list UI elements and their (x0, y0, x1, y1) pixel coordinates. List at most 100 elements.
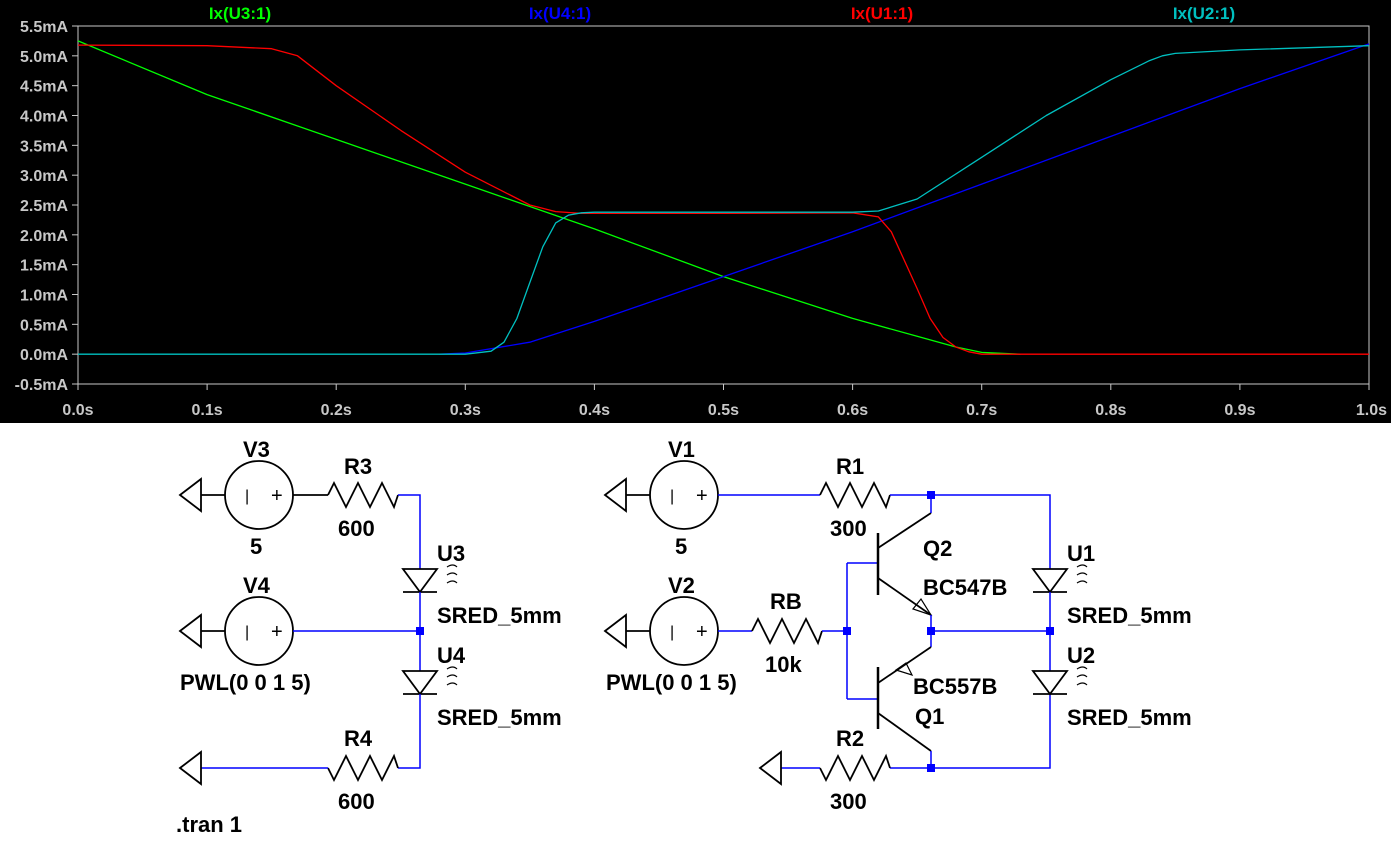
legend-ix-u4-1[interactable]: Ix(U4:1) (529, 4, 591, 23)
r4-value: 600 (338, 789, 375, 814)
u4-model: SRED_5mm (437, 705, 562, 730)
r3-value: 600 (338, 516, 375, 541)
u3-led[interactable] (401, 564, 458, 594)
x-tick-label: 1.0s (1356, 402, 1387, 419)
plot-frame (77, 25, 1370, 385)
q1-label: Q1 (915, 704, 944, 729)
axis-ticks: -0.5mA 0.0mA 0.5mA 1.0mA 1.5mA 2.0mA 2.5mA 3.0m… (15, 19, 1387, 419)
v1-source[interactable]: | + (649, 460, 719, 530)
y-tick-label: 2.5mA (20, 198, 68, 215)
rb-value: 10k (765, 652, 802, 677)
minus-glyph: | (670, 488, 674, 505)
minus-glyph: | (670, 624, 674, 641)
v3-source[interactable]: | + (224, 460, 294, 530)
y-tick-label: 3.0mA (20, 168, 68, 185)
v4-label: V4 (243, 573, 271, 598)
plus-glyph: + (696, 621, 708, 643)
y-tick-label: 3.5mA (20, 138, 68, 155)
tran-directive[interactable]: .tran 1 (176, 812, 242, 837)
u3-model: SRED_5mm (437, 603, 562, 628)
y-tick-label: 4.0mA (20, 109, 68, 126)
v3-label: V3 (243, 437, 270, 462)
rb-resistor[interactable] (751, 616, 823, 646)
trace-ix-u1-1[interactable] (77, 44, 1369, 355)
x-tick-label: 0.7s (966, 402, 997, 419)
r1-value: 300 (830, 516, 867, 541)
q1-model: BC557B (913, 674, 997, 699)
plot-grid (77, 25, 1370, 385)
q1-transistor[interactable] (876, 646, 932, 752)
x-tick-label: 0.9s (1224, 402, 1255, 419)
v1-label: V1 (668, 437, 695, 462)
u4-led[interactable] (401, 666, 458, 696)
ground-v2 (603, 613, 650, 649)
u2-model: SRED_5mm (1067, 705, 1192, 730)
v2-value: PWL(0 0 1 5) (606, 670, 737, 695)
q2-label: Q2 (923, 536, 952, 561)
trace-ix-u3-1[interactable] (77, 40, 1021, 355)
r4-resistor[interactable] (327, 753, 399, 783)
y-tick-label: 0.0mA (20, 347, 68, 364)
r1-label: R1 (836, 454, 864, 479)
schematic-editor[interactable]: | + V3 5 R3 600 U3 SRED_5mm | + V4 PWL(0… (0, 423, 1391, 844)
v2-label: V2 (668, 573, 695, 598)
trace-layer (77, 40, 1370, 355)
v1-value: 5 (675, 534, 687, 559)
u2-led[interactable] (1031, 666, 1088, 696)
y-tick-label: 0.5mA (20, 317, 68, 334)
minus-glyph: | (245, 488, 249, 505)
r3-resistor[interactable] (327, 480, 399, 510)
y-tick-label: 4.5mA (20, 79, 68, 96)
x-tick-label: 0.8s (1095, 402, 1126, 419)
r2-resistor[interactable] (819, 753, 891, 783)
trace-ix-u4-1[interactable] (439, 43, 1370, 355)
minus-glyph: | (245, 624, 249, 641)
u2-label: U2 (1067, 643, 1095, 668)
v3-value: 5 (250, 534, 262, 559)
legend-ix-u2-1[interactable]: Ix(U2:1) (1173, 4, 1235, 23)
y-tick-label: 5.0mA (20, 49, 68, 66)
ground-v3 (178, 477, 225, 513)
x-tick-label: 0.3s (450, 402, 481, 419)
waveform-plot[interactable]: -0.5mA 0.0mA 0.5mA 1.0mA 1.5mA 2.0mA 2.5mA 3.0m… (0, 0, 1391, 423)
r4-label: R4 (344, 726, 373, 751)
ground-r4 (178, 750, 202, 786)
plus-glyph: + (271, 485, 283, 507)
y-tick-label: 5.5mA (20, 19, 68, 36)
x-tick-label: 0.0s (62, 402, 93, 419)
r1-resistor[interactable] (819, 480, 891, 510)
trace-ix-u2-1[interactable] (78, 45, 1370, 355)
plus-glyph: + (696, 485, 708, 507)
u1-led[interactable] (1031, 564, 1088, 594)
v2-source[interactable]: | + (649, 596, 719, 666)
r2-value: 300 (830, 789, 867, 814)
v4-source[interactable]: | + (224, 596, 294, 666)
y-tick-label: -0.5mA (15, 377, 69, 394)
x-tick-label: 0.6s (837, 402, 868, 419)
waveform-viewer[interactable]: -0.5mA 0.0mA 0.5mA 1.0mA 1.5mA 2.0mA 2.5mA 3.0m… (0, 0, 1391, 423)
x-tick-label: 0.5s (708, 402, 739, 419)
ground-v1 (603, 477, 650, 513)
y-tick-label: 1.5mA (20, 258, 68, 275)
u1-model: SRED_5mm (1067, 603, 1192, 628)
ground-v4 (178, 613, 225, 649)
u1-label: U1 (1067, 541, 1095, 566)
x-tick-label: 0.2s (321, 402, 352, 419)
y-tick-label: 2.0mA (20, 228, 68, 245)
ground-r2 (758, 750, 782, 786)
x-tick-label: 0.1s (192, 402, 223, 419)
trace-legend[interactable]: Ix(U3:1) Ix(U4:1) Ix(U1:1) Ix(U2:1) (209, 4, 1235, 23)
q2-transistor[interactable] (876, 512, 933, 617)
rb-label: RB (770, 589, 802, 614)
node-junction (416, 627, 424, 635)
u4-label: U4 (437, 643, 466, 668)
q2-model: BC547B (923, 575, 1007, 600)
y-tick-label: 1.0mA (20, 288, 68, 305)
x-tick-label: 0.4s (579, 402, 610, 419)
plus-glyph: + (271, 621, 283, 643)
r2-label: R2 (836, 726, 864, 751)
v4-value: PWL(0 0 1 5) (180, 670, 311, 695)
legend-ix-u1-1[interactable]: Ix(U1:1) (851, 4, 913, 23)
u3-label: U3 (437, 541, 465, 566)
legend-ix-u3-1[interactable]: Ix(U3:1) (209, 4, 271, 23)
